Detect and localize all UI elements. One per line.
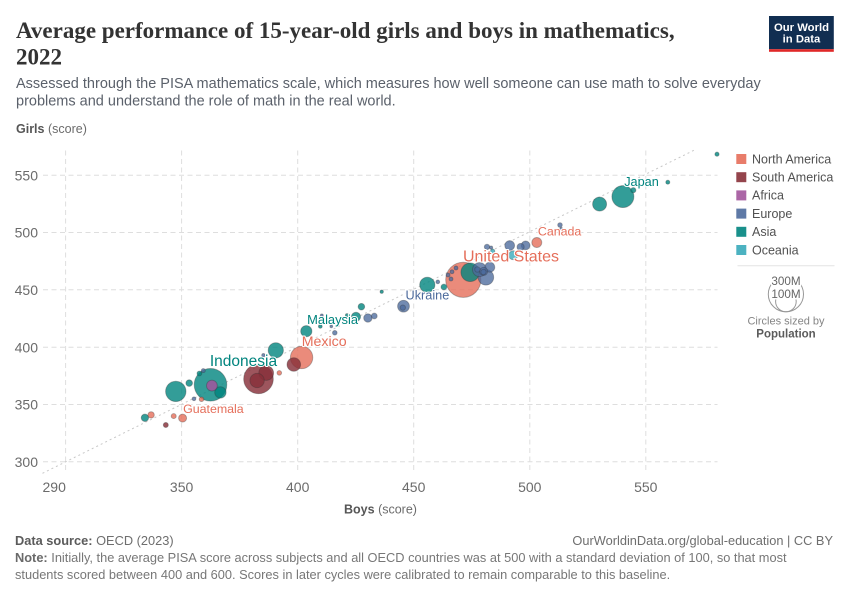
svg-text:Malaysia: Malaysia [307,312,359,327]
svg-text:Data source: OECD (2023): Data source: OECD (2023) [15,533,174,548]
svg-text:Girls (score): Girls (score) [16,122,87,136]
svg-text:300: 300 [15,454,39,470]
svg-text:290: 290 [43,479,67,495]
svg-text:Guatemala: Guatemala [183,402,244,416]
svg-text:Oceania: Oceania [752,243,799,257]
svg-text:students scored between 400 an: students scored between 400 and 600. Sco… [15,567,670,582]
svg-text:Europe: Europe [752,207,792,221]
svg-text:Our World: Our World [774,22,829,34]
svg-text:Asia: Asia [752,225,776,239]
svg-text:Average performance of 15-year: Average performance of 15-year-old girls… [16,18,675,43]
svg-text:450: 450 [15,282,39,298]
svg-text:Canada: Canada [538,225,582,239]
svg-text:100M: 100M [771,288,800,301]
svg-text:350: 350 [170,479,194,495]
svg-text:Circles sized by: Circles sized by [747,315,825,327]
svg-text:Boys (score): Boys (score) [344,502,417,516]
svg-text:450: 450 [402,479,426,495]
svg-text:Indonesia: Indonesia [210,353,278,370]
svg-text:South America: South America [752,171,833,185]
svg-text:Note: Initially, the average P: Note: Initially, the average PISA score … [15,550,787,565]
svg-text:OurWorldinData.org/global-educ: OurWorldinData.org/global-education | CC… [572,533,833,548]
svg-text:Africa: Africa [752,189,784,203]
svg-text:in Data: in Data [783,33,821,45]
svg-text:2022: 2022 [16,45,62,70]
svg-text:Ukraine: Ukraine [406,289,450,303]
svg-text:Japan: Japan [624,175,659,189]
svg-text:Population: Population [756,329,815,341]
svg-text:Mexico: Mexico [302,334,347,350]
svg-text:550: 550 [634,479,658,495]
svg-text:500: 500 [15,225,39,241]
svg-text:400: 400 [15,339,39,355]
svg-text:550: 550 [15,167,39,183]
svg-text:500: 500 [518,479,542,495]
svg-text:problems and understand the ro: problems and understand the role of math… [16,94,396,110]
svg-text:300M: 300M [771,275,800,288]
svg-text:400: 400 [286,479,310,495]
svg-text:Assessed through the PISA math: Assessed through the PISA mathematics sc… [16,76,761,92]
svg-text:United States: United States [463,249,559,266]
svg-text:350: 350 [15,397,39,413]
svg-text:North America: North America [752,152,831,166]
